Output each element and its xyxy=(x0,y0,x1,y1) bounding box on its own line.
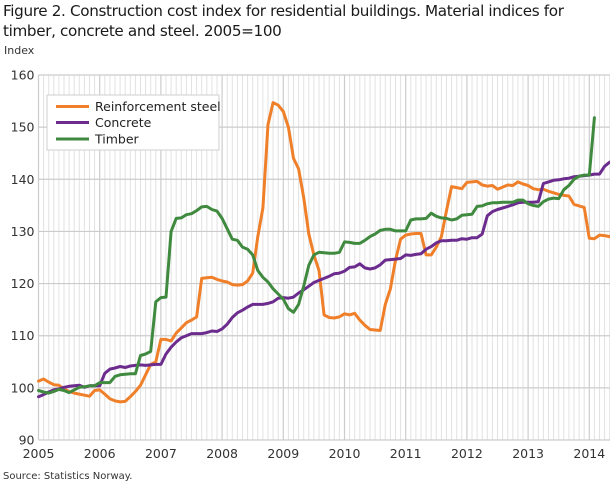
y-tick-label: 100 xyxy=(11,380,35,395)
x-tick-label: 2012 xyxy=(451,446,483,461)
x-tick-label: 2014 xyxy=(573,446,605,461)
series-lines xyxy=(37,101,610,404)
x-tick-label: 2009 xyxy=(267,446,299,461)
legend-label-concrete: Concrete xyxy=(95,115,152,130)
y-tick-label: 130 xyxy=(11,224,35,239)
y-tick-labels: 90 100 110 120 130 140 150 160 xyxy=(11,68,35,448)
x-tick-label: 2011 xyxy=(390,446,422,461)
legend-label-timber: Timber xyxy=(94,132,140,147)
y-tick-label: 150 xyxy=(11,120,35,135)
x-tick-label: 2008 xyxy=(206,446,238,461)
x-tick-label: 2006 xyxy=(84,446,116,461)
series-line-reinforcement-steel xyxy=(37,101,610,404)
y-tick-label: 110 xyxy=(11,328,35,343)
series-line-timber xyxy=(37,116,596,395)
y-tick-label: 90 xyxy=(19,433,35,448)
x-tick-labels: 2005 2006 2007 2008 2009 2010 2011 2012 2013 2014 xyxy=(23,446,606,461)
y-axis-label: Index xyxy=(4,44,35,57)
major-gridlines xyxy=(37,74,610,441)
legend: Reinforcement steel Concrete Timber xyxy=(46,94,221,151)
x-tick-label: 2010 xyxy=(329,446,361,461)
legend-label-reinforcement-steel: Reinforcement steel xyxy=(95,99,221,114)
chart-title: Figure 2. Construction cost index for re… xyxy=(3,2,564,40)
series-line-concrete xyxy=(37,160,610,399)
x-tick-label: 2013 xyxy=(512,446,544,461)
x-tick-label: 2005 xyxy=(23,446,55,461)
y-tick-label: 140 xyxy=(11,172,35,187)
y-tick-label: 120 xyxy=(11,276,35,291)
y-tick-label: 160 xyxy=(11,68,35,83)
source-note: Source: Statistics Norway. xyxy=(3,471,133,482)
x-tick-label: 2007 xyxy=(145,446,177,461)
